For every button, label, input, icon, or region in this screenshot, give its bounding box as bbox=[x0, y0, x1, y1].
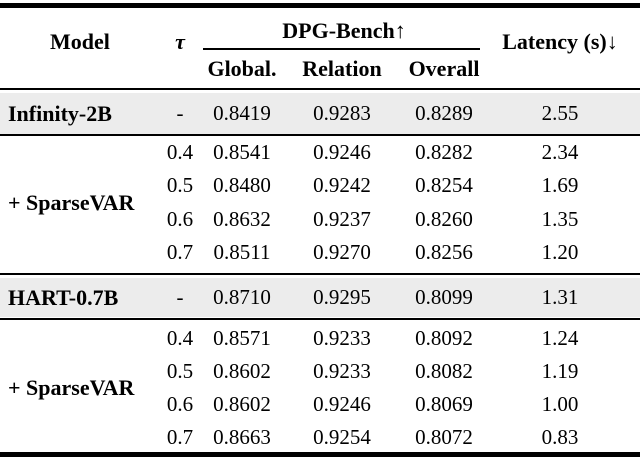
global-value: 0.8571 bbox=[213, 326, 271, 350]
tau-value: - bbox=[176, 285, 184, 309]
relation-value: 0.9233 bbox=[313, 359, 371, 383]
table-row-hart-base: HART-0.7B - 0.8710 0.9295 0.8099 1.31 bbox=[0, 278, 640, 317]
header-global: Global. bbox=[207, 55, 277, 81]
table-row-infinity-base: Infinity-2B - 0.8419 0.9283 0.8289 2.55 bbox=[0, 93, 640, 134]
tau-value: 0.7 bbox=[166, 240, 194, 264]
table-rule-bottom bbox=[0, 452, 640, 457]
overall-value: 0.8099 bbox=[415, 285, 473, 309]
global-value: 0.8602 bbox=[213, 359, 271, 383]
overall-value: 0.8289 bbox=[415, 101, 473, 125]
relation-value: 0.9246 bbox=[313, 140, 371, 164]
overall-value: 0.8069 bbox=[415, 392, 473, 416]
latency-value: 1.31 bbox=[541, 285, 579, 309]
global-value: 0.8419 bbox=[213, 101, 271, 125]
table-row: 0.6 0.8632 0.9237 0.8260 1.35 bbox=[0, 203, 640, 236]
global-value: 0.8632 bbox=[213, 207, 271, 231]
overall-value: 0.8082 bbox=[415, 359, 473, 383]
header-latency: Latency (s)↓ bbox=[502, 29, 618, 54]
table-rule bbox=[0, 134, 640, 137]
relation-value: 0.9283 bbox=[313, 101, 371, 125]
tau-value: 0.5 bbox=[166, 173, 194, 197]
latency-value: 1.20 bbox=[541, 240, 579, 264]
relation-value: 0.9270 bbox=[313, 240, 371, 264]
table-rule bbox=[0, 317, 640, 320]
overall-value: 0.8282 bbox=[415, 140, 473, 164]
model-name-hart: HART-0.7B bbox=[8, 284, 119, 310]
latency-value: 1.69 bbox=[541, 173, 579, 197]
header-model: Model bbox=[50, 29, 110, 54]
model-name-sparsevar-1: + SparseVAR bbox=[8, 190, 135, 215]
tau-value: 0.5 bbox=[166, 359, 194, 383]
dpg-bench-underline bbox=[203, 48, 480, 50]
table-row: 0.5 0.8480 0.9242 0.8254 1.69 bbox=[0, 169, 640, 202]
header-tau: τ bbox=[175, 29, 185, 54]
model-name-infinity: Infinity-2B bbox=[8, 100, 112, 126]
tau-value: 0.6 bbox=[166, 392, 194, 416]
table-rule-header-bottom bbox=[0, 88, 640, 91]
overall-value: 0.8256 bbox=[415, 240, 473, 264]
relation-value: 0.9246 bbox=[313, 392, 371, 416]
relation-value: 0.9242 bbox=[313, 173, 371, 197]
global-value: 0.8511 bbox=[213, 240, 271, 264]
relation-value: 0.9237 bbox=[313, 207, 371, 231]
overall-value: 0.8092 bbox=[415, 326, 473, 350]
header-overall: Overall bbox=[408, 55, 480, 81]
relation-value: 0.9295 bbox=[313, 285, 371, 309]
table-row: 0.4 0.8571 0.9233 0.8092 1.24 bbox=[0, 322, 640, 355]
latency-value: 1.19 bbox=[541, 359, 579, 383]
latency-value: 1.35 bbox=[541, 207, 579, 231]
tau-value: 0.4 bbox=[166, 140, 194, 164]
tau-value: 0.4 bbox=[166, 326, 194, 350]
tau-value: - bbox=[176, 101, 184, 125]
header-relation: Relation bbox=[302, 55, 382, 81]
overall-value: 0.8254 bbox=[415, 173, 473, 197]
latency-value: 1.00 bbox=[541, 392, 579, 416]
latency-value: 0.83 bbox=[541, 425, 579, 449]
highlight-band-infinity bbox=[0, 93, 640, 134]
global-value: 0.8541 bbox=[213, 140, 271, 164]
highlight-band-hart bbox=[0, 278, 640, 317]
latency-value: 2.55 bbox=[541, 101, 579, 125]
relation-value: 0.9254 bbox=[313, 425, 371, 449]
table-row: 0.5 0.8602 0.9233 0.8082 1.19 bbox=[0, 355, 640, 388]
table-row: 0.7 0.8663 0.9254 0.8072 0.83 bbox=[0, 421, 640, 454]
latency-value: 2.34 bbox=[541, 140, 579, 164]
latency-value: 1.24 bbox=[541, 326, 579, 350]
global-value: 0.8480 bbox=[213, 173, 271, 197]
table-rule-top bbox=[0, 3, 640, 8]
header-dpg-bench-group: DPG-Bench↑ bbox=[282, 18, 406, 43]
global-value: 0.8710 bbox=[213, 285, 271, 309]
overall-value: 0.8072 bbox=[415, 425, 473, 449]
table-row: 0.6 0.8602 0.9246 0.8069 1.00 bbox=[0, 388, 640, 421]
table-row: 0.4 0.8541 0.9246 0.8282 2.34 bbox=[0, 136, 640, 169]
global-value: 0.8663 bbox=[213, 425, 271, 449]
relation-value: 0.9233 bbox=[313, 326, 371, 350]
model-name-sparsevar-2: + SparseVAR bbox=[8, 374, 135, 400]
table-rule bbox=[0, 273, 640, 276]
tau-value: 0.7 bbox=[166, 425, 194, 449]
tau-value: 0.6 bbox=[166, 207, 194, 231]
global-value: 0.8602 bbox=[213, 392, 271, 416]
table-row: 0.7 0.8511 0.9270 0.8256 1.20 bbox=[0, 236, 640, 269]
overall-value: 0.8260 bbox=[415, 207, 473, 231]
